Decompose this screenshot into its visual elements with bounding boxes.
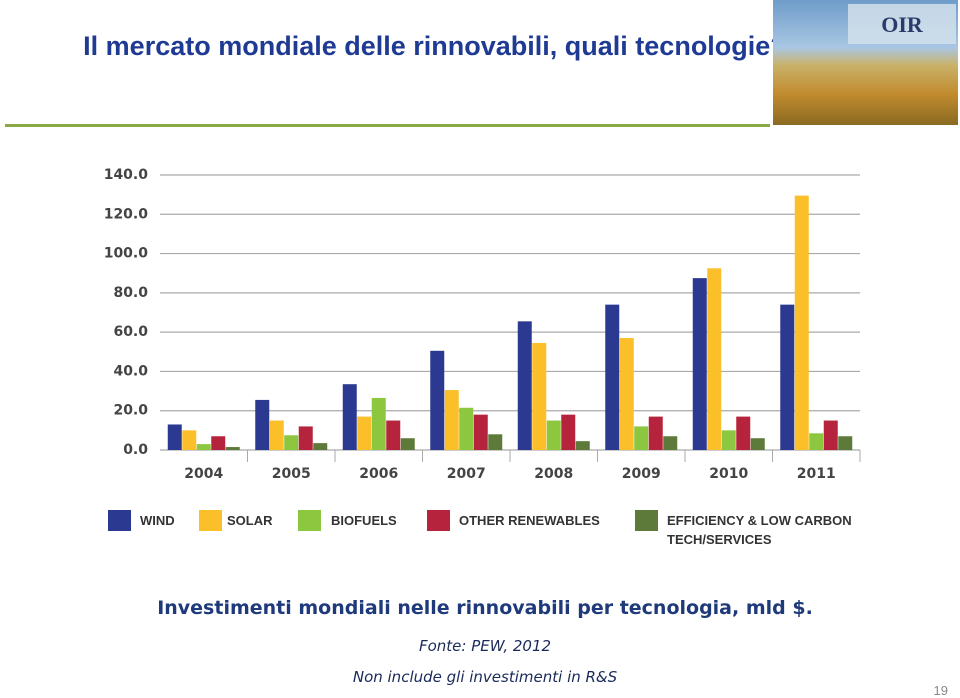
bar <box>721 430 736 450</box>
y-tick-label: 20.0 <box>113 403 148 419</box>
y-tick-label: 80.0 <box>113 285 148 301</box>
bar <box>736 416 751 450</box>
x-tick-label: 2011 <box>797 466 836 482</box>
bar <box>707 268 722 450</box>
legend-label: WIND <box>140 513 175 528</box>
slide-title: Il mercato mondiale delle rinnovabili, q… <box>83 31 787 61</box>
x-tick-label: 2004 <box>184 466 223 482</box>
bar <box>838 436 853 450</box>
bar <box>167 424 182 450</box>
bar <box>561 414 576 450</box>
bar <box>196 444 211 450</box>
legend-swatch <box>199 510 222 531</box>
bar <box>794 195 809 450</box>
bar <box>619 338 634 450</box>
legend-swatch <box>298 510 321 531</box>
bar <box>648 416 663 450</box>
bar <box>444 390 459 450</box>
bar <box>298 426 313 450</box>
x-tick-label: 2005 <box>272 466 311 482</box>
legend-swatch <box>108 510 131 531</box>
x-tick-label: 2007 <box>447 466 486 482</box>
bar <box>575 441 590 450</box>
source: Fonte: PEW, 2012 <box>418 637 552 655</box>
bar <box>809 433 824 450</box>
note: Non include gli investimenti in R&S <box>352 668 618 686</box>
bar <box>255 399 270 450</box>
bar <box>663 436 678 450</box>
bar <box>430 350 445 450</box>
bar <box>371 397 386 450</box>
bar <box>692 278 707 450</box>
legend-label: SOLAR <box>227 513 273 528</box>
legend-label: BIOFUELS <box>331 513 397 528</box>
y-tick-label: 60.0 <box>113 324 148 340</box>
legend-swatch <box>427 510 450 531</box>
x-tick-label: 2010 <box>709 466 748 482</box>
y-tick-label: 120.0 <box>104 206 149 222</box>
bar <box>546 420 561 450</box>
x-tick-label: 2009 <box>622 466 661 482</box>
x-tick-label: 2008 <box>534 466 573 482</box>
bar <box>634 426 649 450</box>
y-tick-label: 140.0 <box>104 167 149 183</box>
bar <box>517 321 532 450</box>
bar <box>357 416 372 450</box>
bar <box>532 342 547 450</box>
legend-label: EFFICIENCY & LOW CARBON TECH/SERVICES <box>667 513 852 547</box>
legend-swatch <box>635 510 658 531</box>
bar <box>750 438 765 450</box>
bar <box>313 443 328 450</box>
legend-label: OTHER RENEWABLES <box>459 513 600 528</box>
bar <box>225 447 240 450</box>
bar <box>780 304 795 450</box>
bar <box>605 304 620 450</box>
bar <box>459 407 474 450</box>
bar <box>823 420 838 450</box>
bar <box>488 434 503 450</box>
bar <box>386 420 401 450</box>
y-tick-label: 40.0 <box>113 363 148 379</box>
y-tick-label: 0.0 <box>123 442 148 458</box>
logo: OIR <box>848 4 956 44</box>
page-number: 19 <box>933 683 948 698</box>
caption: Investimenti mondiali nelle rinnovabili … <box>157 597 813 619</box>
bar <box>473 414 488 450</box>
bar <box>342 384 357 450</box>
bar <box>269 420 284 450</box>
bar <box>284 435 299 450</box>
bar <box>400 438 415 450</box>
x-tick-label: 2006 <box>359 466 398 482</box>
bar <box>182 430 197 450</box>
y-tick-label: 100.0 <box>104 246 149 262</box>
bar <box>211 436 226 450</box>
title-rule <box>5 124 770 127</box>
